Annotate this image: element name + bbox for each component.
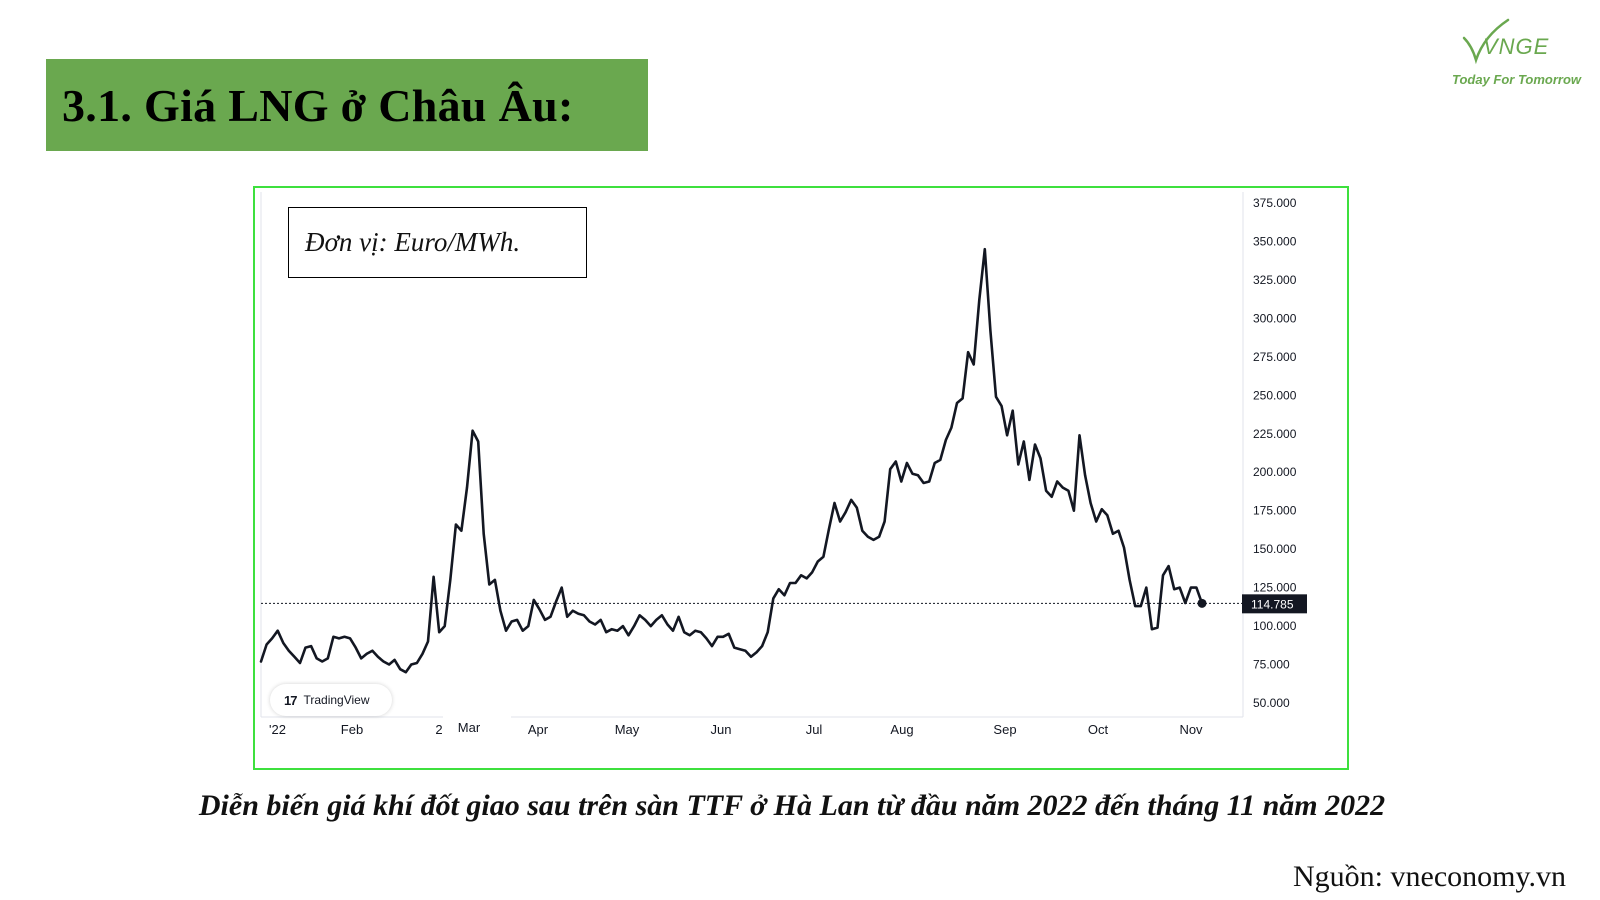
page-title: 3.1. Giá LNG ở Châu Âu: [62,79,574,131]
y-tick-label: 100.000 [1253,619,1297,633]
chart-frame: 375.000 350.000 325.000 300.000 275.000 250.0… [253,186,1349,770]
y-tick-label: 150.000 [1253,542,1297,556]
tradingview-badge: 17 TradingView [270,684,392,716]
y-tick-label: 75.000 [1253,658,1290,672]
tradingview-logo-icon: 17 [284,692,298,708]
x-tick-label: Jul [806,722,823,737]
y-tick-label: 300.000 [1253,311,1297,325]
x-tick-label: 2 [435,722,442,737]
y-tick-label: 325.000 [1253,273,1297,287]
price-chart: 375.000350.000325.000300.000275.000250.0… [259,192,1307,740]
last-price-tag [1242,594,1307,614]
last-price-tag-text: 114.785 [1251,597,1294,611]
y-tick-label: 125.000 [1253,581,1297,595]
x-tick-label: Apr [528,722,549,737]
source-note: Nguồn: vneconomy.vn [1293,860,1567,893]
y-tick-label: 350.000 [1253,234,1297,248]
last-price-marker [1197,598,1207,608]
chart-caption: Diễn biến giá khí đốt giao sau trên sàn … [198,789,1386,822]
x-tick-label: Feb [341,722,363,737]
x-tick-label: May [615,722,640,737]
x-tick-label: Aug [890,722,913,737]
vnge-logo: VNGE Today For Tomorrow [1438,16,1590,96]
title-banner: 3.1. Giá LNG ở Châu Âu: [46,59,648,151]
y-tick-label: 275.000 [1253,350,1297,364]
mar-label-mask [443,716,511,740]
y-tick-label: 200.000 [1253,465,1297,479]
y-tick-label: 225.000 [1253,427,1297,441]
y-tick-label: 250.000 [1253,388,1297,402]
x-tick-label: Oct [1088,722,1109,737]
unit-label: Đơn vị: Euro/MWh. [288,207,587,278]
tradingview-label: TradingView [303,693,370,707]
x-tick-label: Mar [458,720,481,735]
x-tick-label: Jun [711,722,732,737]
y-tick-label: 50.000 [1253,696,1290,710]
x-tick-label: '22 [269,722,286,737]
logo-swoosh-icon [1462,18,1510,65]
x-tick-label: Sep [993,722,1016,737]
logo-tagline: Today For Tomorrow [1452,72,1582,87]
price-line [259,247,1204,674]
y-tick-label: 375.000 [1253,196,1297,210]
logo-mark: VNGE [1483,34,1550,59]
y-tick-label: 175.000 [1253,504,1297,518]
x-tick-label: Nov [1179,722,1203,737]
